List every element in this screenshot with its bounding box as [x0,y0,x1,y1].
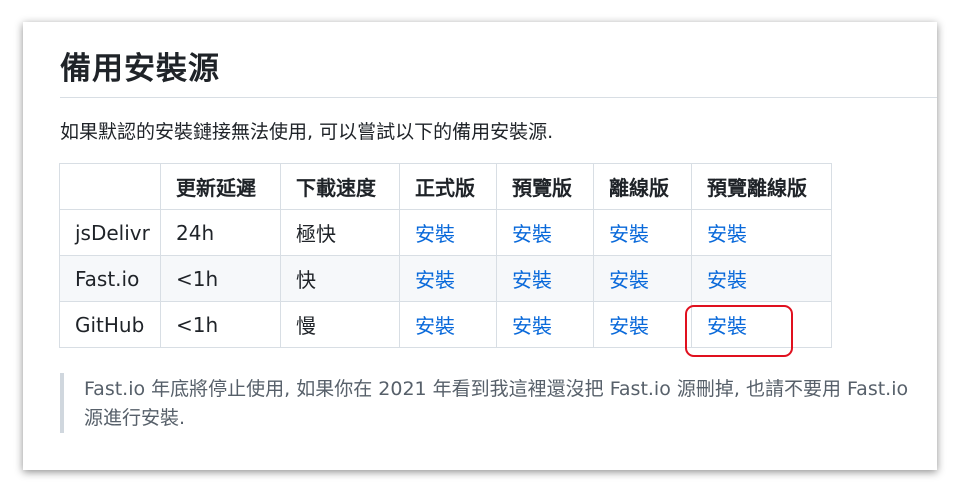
header-update-delay: 更新延遲 [160,163,281,210]
cell-speed: 快 [280,255,400,302]
cell-offline: 安裝 [593,255,692,302]
cell-source-name: Fast.io [59,255,161,302]
cell-offline: 安裝 [593,301,692,348]
table-header-row: 更新延遲 下載速度 正式版 預覽版 離線版 預覽離線版 [59,163,832,210]
intro-text: 如果默認的安裝鏈接無法使用, 可以嘗試以下的備用安裝源. [60,121,554,143]
install-link-github-offline[interactable]: 安裝 [609,314,649,338]
cell-stable: 安裝 [399,301,497,348]
install-link-jsdelivr-preview[interactable]: 安裝 [512,222,552,246]
title-divider [60,97,937,98]
header-download-speed: 下載速度 [280,163,400,210]
cell-speed: 慢 [280,301,400,348]
cell-preview: 安裝 [496,255,594,302]
cell-source-name: jsDelivr [59,209,161,256]
install-link-fastio-preview[interactable]: 安裝 [512,268,552,292]
mirror-table: 更新延遲 下載速度 正式版 預覽版 離線版 預覽離線版 jsDelivr 24h… [59,163,832,348]
header-preview-offline: 預覽離線版 [691,163,832,210]
cell-preview-offline: 安裝 [691,301,832,348]
header-offline: 離線版 [593,163,692,210]
cell-update-delay: 24h [160,209,281,256]
header-source [59,163,161,210]
install-link-jsdelivr-preview-offline[interactable]: 安裝 [707,222,747,246]
cell-stable: 安裝 [399,255,497,302]
cell-preview-offline: 安裝 [691,209,832,256]
table-row-fastio: Fast.io <1h 快 安裝 安裝 安裝 安裝 [59,255,832,302]
cell-preview: 安裝 [496,301,594,348]
install-link-fastio-stable[interactable]: 安裝 [415,268,455,292]
content-card: 備用安裝源 如果默認的安裝鏈接無法使用, 可以嘗試以下的備用安裝源. 更新延遲 … [23,22,937,470]
cell-update-delay: <1h [160,255,281,302]
install-link-github-preview-offline[interactable]: 安裝 [707,314,747,338]
header-preview: 預覽版 [496,163,594,210]
cell-stable: 安裝 [399,209,497,256]
install-link-fastio-preview-offline[interactable]: 安裝 [707,268,747,292]
cell-speed: 極快 [280,209,400,256]
note-blockquote: Fast.io 年底將停止使用, 如果你在 2021 年看到我這裡還沒把 Fas… [60,373,924,433]
cell-offline: 安裝 [593,209,692,256]
install-link-github-preview[interactable]: 安裝 [512,314,552,338]
cell-preview: 安裝 [496,209,594,256]
section-title: 備用安裝源 [60,51,220,87]
cell-update-delay: <1h [160,301,281,348]
install-link-github-stable[interactable]: 安裝 [415,314,455,338]
install-link-fastio-offline[interactable]: 安裝 [609,268,649,292]
table-row-github: GitHub <1h 慢 安裝 安裝 安裝 安裝 [59,301,832,348]
install-link-jsdelivr-offline[interactable]: 安裝 [609,222,649,246]
cell-preview-offline: 安裝 [691,255,832,302]
table-row-jsdelivr: jsDelivr 24h 極快 安裝 安裝 安裝 安裝 [59,209,832,256]
cell-source-name: GitHub [59,301,161,348]
install-link-jsdelivr-stable[interactable]: 安裝 [415,222,455,246]
header-stable: 正式版 [399,163,497,210]
